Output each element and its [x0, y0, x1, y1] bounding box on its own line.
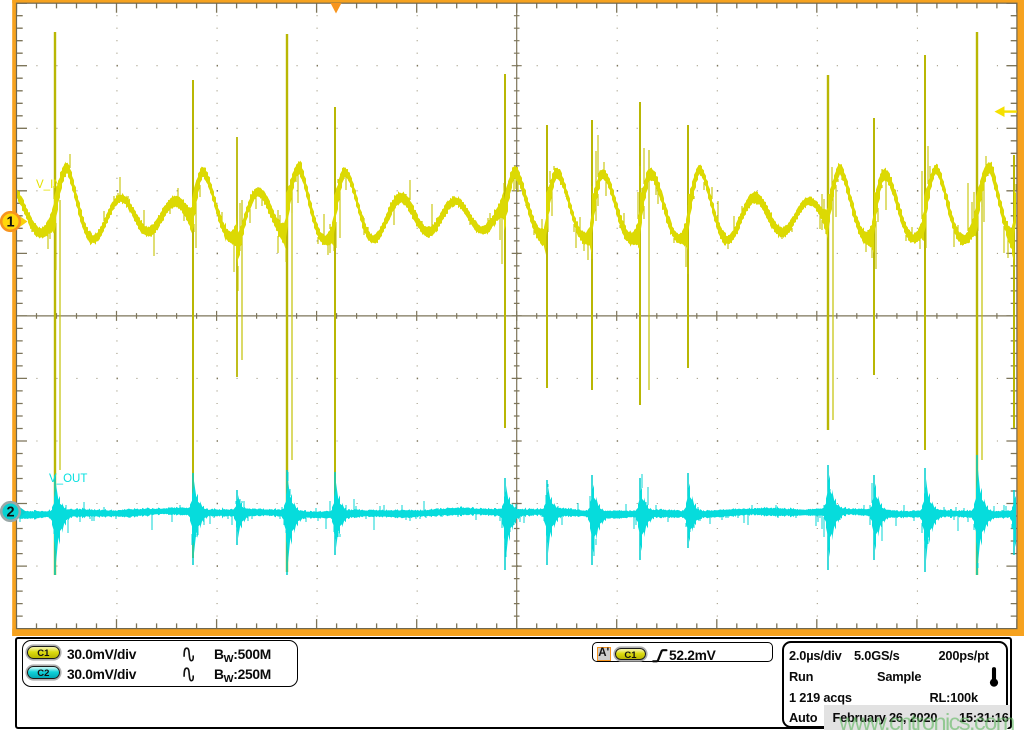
svg-text:V_OUT: V_OUT [49, 473, 87, 485]
svg-text:V_IN: V_IN [36, 179, 62, 191]
svg-text:1: 1 [6, 215, 14, 231]
svg-text:2: 2 [6, 505, 14, 521]
